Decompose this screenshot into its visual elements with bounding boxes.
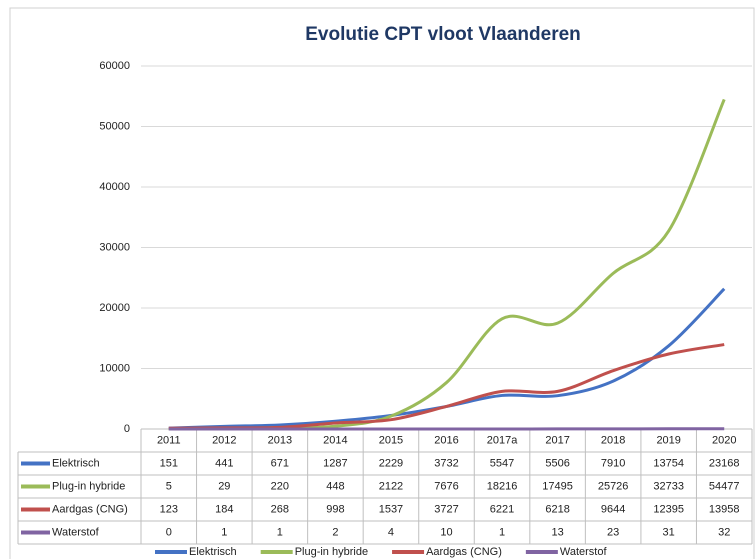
- table-row-label: Plug-in hybride: [52, 480, 125, 492]
- x-tick-label: 2011: [157, 434, 181, 446]
- table-cell: 29: [218, 480, 230, 492]
- table-cell: 13754: [653, 457, 684, 469]
- table-cell: 3732: [434, 457, 458, 469]
- x-tick-label: 2020: [712, 434, 736, 446]
- table-cell: 25726: [598, 480, 629, 492]
- table-cell: 6221: [490, 503, 514, 515]
- x-tick-label: 2015: [379, 434, 403, 446]
- table-cell: 220: [271, 480, 289, 492]
- table-cell: 1: [499, 526, 505, 538]
- x-tick-label: 2017a: [487, 434, 518, 446]
- legend-label: Aardgas (CNG): [426, 546, 502, 558]
- chart-border: [9, 7, 755, 559]
- table-cell: 1: [277, 526, 283, 538]
- x-tick-label: 2016: [434, 434, 458, 446]
- table-cell: 9644: [601, 503, 625, 515]
- y-tick-label: 30000: [99, 241, 130, 253]
- y-tick-label: 40000: [99, 181, 130, 193]
- table-cell: 2229: [379, 457, 403, 469]
- legend-label: Elektrisch: [189, 546, 237, 558]
- table-cell: 3727: [434, 503, 458, 515]
- legend-label: Waterstof: [560, 546, 608, 558]
- table-cell: 54477: [709, 480, 740, 492]
- x-tick-label: 2017: [545, 434, 569, 446]
- table-row-label: Elektrisch: [52, 457, 100, 469]
- table-cell: 32: [718, 526, 730, 538]
- table-row-label: Waterstof: [52, 526, 100, 538]
- table-cell: 151: [160, 457, 178, 469]
- table-cell: 184: [215, 503, 233, 515]
- table-cell: 18216: [487, 480, 518, 492]
- x-tick-label: 2012: [212, 434, 236, 446]
- table-cell: 23168: [709, 457, 740, 469]
- table-cell: 1287: [323, 457, 347, 469]
- table-row-label: Aardgas (CNG): [52, 503, 128, 515]
- table-cell: 268: [271, 503, 289, 515]
- table-cell: 6218: [545, 503, 569, 515]
- y-tick-label: 60000: [99, 60, 130, 72]
- table-cell: 441: [215, 457, 233, 469]
- table-cell: 0: [166, 526, 172, 538]
- table-cell: 448: [326, 480, 344, 492]
- table-cell: 13958: [709, 503, 740, 515]
- table-cell: 671: [271, 457, 289, 469]
- table-cell: 5: [166, 480, 172, 492]
- chart-title: Evolutie CPT vloot Vlaanderen: [305, 24, 581, 45]
- y-tick-label: 10000: [99, 362, 130, 374]
- table-cell: 7676: [434, 480, 458, 492]
- x-tick-label: 2019: [656, 434, 680, 446]
- x-tick-label: 2014: [323, 434, 347, 446]
- table-cell: 7910: [601, 457, 625, 469]
- table-cell: 1537: [379, 503, 403, 515]
- table-cell: 10: [440, 526, 452, 538]
- legend-label: Plug-in hybride: [295, 546, 368, 558]
- y-tick-label: 50000: [99, 120, 130, 132]
- table-cell: 2122: [379, 480, 403, 492]
- table-cell: 5547: [490, 457, 514, 469]
- x-tick-label: 2013: [268, 434, 292, 446]
- table-cell: 2: [332, 526, 338, 538]
- table-cell: 12395: [653, 503, 684, 515]
- x-tick-label: 2018: [601, 434, 625, 446]
- table-cell: 32733: [653, 480, 684, 492]
- table-cell: 31: [663, 526, 675, 538]
- y-tick-label: 20000: [99, 302, 130, 314]
- table-cell: 23: [607, 526, 619, 538]
- y-tick-label: 0: [124, 423, 130, 435]
- table-cell: 5506: [545, 457, 569, 469]
- table-cell: 1: [221, 526, 227, 538]
- table-cell: 998: [326, 503, 344, 515]
- table-cell: 123: [160, 503, 178, 515]
- table-cell: 17495: [542, 480, 573, 492]
- table-cell: 4: [388, 526, 394, 538]
- series-line: [168, 343, 725, 430]
- series-line: [168, 98, 726, 431]
- table-cell: 13: [551, 526, 563, 538]
